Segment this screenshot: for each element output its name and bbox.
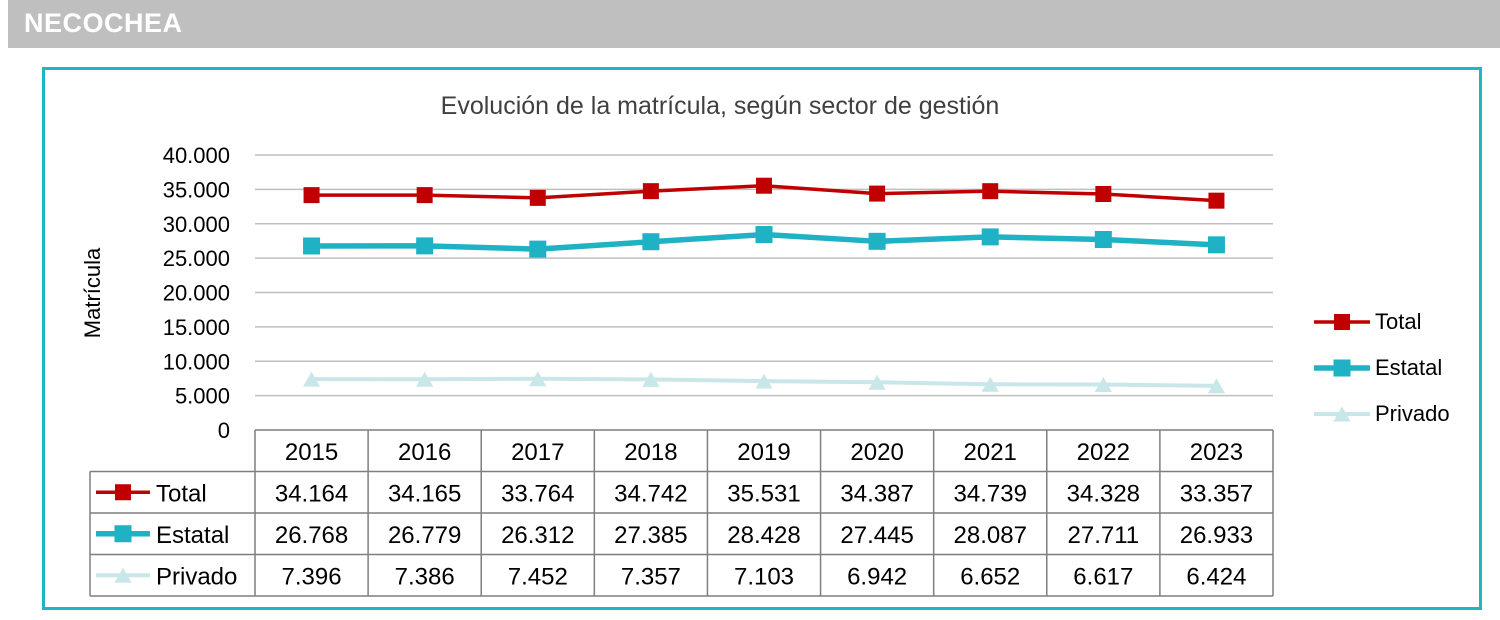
table-series-label: Total (156, 480, 207, 507)
y-axis-label: Matrícula (80, 247, 105, 338)
data-point-privado (755, 373, 773, 389)
data-point-estatal (416, 237, 434, 255)
data-point-total (642, 183, 659, 200)
data-table: 2015 2016 2017 2018 2019 2020 2021 2022 2023 Tota… (89, 429, 1274, 597)
x-tick-label: 2023 (1190, 439, 1243, 466)
y-tick-label: 20.000 (163, 281, 230, 306)
data-point-total (303, 187, 320, 204)
data-label: 34.164 (275, 480, 348, 507)
data-label: 7.103 (734, 563, 794, 590)
data-point-total (416, 187, 433, 204)
data-point-estatal (303, 237, 321, 255)
legend-label: Privado (1375, 401, 1450, 426)
data-label: 7.357 (621, 563, 681, 590)
data-point-total (1208, 192, 1225, 209)
chart-frame (42, 67, 1482, 610)
data-label: 27.711 (1068, 522, 1140, 549)
data-point-estatal (529, 240, 547, 258)
data-label: 34.387 (840, 480, 913, 507)
data-point-privado (1207, 378, 1226, 394)
table-legend-marker (114, 567, 132, 583)
data-label: 34.742 (614, 480, 687, 507)
legend-marker (1333, 359, 1351, 377)
x-tick-label: 2017 (511, 439, 564, 466)
x-tick-label: 2016 (398, 439, 451, 466)
data-label: 6.617 (1073, 563, 1133, 590)
x-tick-label: 2021 (964, 439, 1017, 466)
data-point-estatal (981, 228, 999, 246)
data-point-privado (529, 371, 547, 387)
y-tick-label: 10.000 (163, 349, 230, 374)
data-label: 26.779 (388, 522, 461, 549)
y-tick-label: 35.000 (163, 177, 230, 202)
data-point-estatal (755, 226, 773, 244)
data-label: 27.385 (614, 522, 687, 549)
series-lines (302, 177, 1226, 394)
table-series-label: Privado (156, 563, 237, 590)
data-label: 34.739 (954, 480, 1027, 507)
data-point-estatal (1094, 230, 1112, 248)
y-tick-label: 0 (218, 418, 230, 443)
y-tick-label: 25.000 (163, 246, 230, 271)
data-label: 34.328 (1067, 480, 1140, 507)
data-label: 26.933 (1180, 522, 1253, 549)
x-tick-label: 2018 (624, 439, 677, 466)
data-point-total (869, 185, 886, 202)
data-label: 7.452 (508, 563, 568, 590)
data-label: 6.652 (960, 563, 1020, 590)
data-point-privado (868, 374, 886, 390)
table-legend-marker (115, 484, 131, 501)
data-label: 6.942 (847, 563, 907, 590)
data-label: 7.386 (395, 563, 455, 590)
legend-marker (1333, 406, 1351, 422)
data-label: 6.424 (1186, 563, 1246, 590)
data-label: 34.165 (388, 480, 461, 507)
data-label: 7.396 (282, 563, 342, 590)
legend-marker (1334, 314, 1350, 330)
table-series-label: Estatal (156, 522, 229, 549)
x-tick-label: 2015 (285, 439, 338, 466)
table-legend-marker (114, 525, 132, 543)
y-tick-label: 30.000 (163, 212, 230, 237)
data-label: 26.768 (275, 522, 348, 549)
x-tick-label: 2020 (850, 439, 903, 466)
data-point-estatal (642, 233, 660, 251)
data-point-privado (981, 376, 999, 392)
data-point-privado (1094, 377, 1112, 393)
x-tick-label: 2022 (1077, 439, 1130, 466)
legend-label: Total (1375, 309, 1421, 334)
data-point-total (982, 183, 999, 200)
data-label: 27.445 (840, 522, 913, 549)
legend-label: Estatal (1375, 355, 1442, 380)
legend: Total Estatal Privado (1314, 309, 1450, 426)
data-point-estatal (1207, 236, 1225, 254)
data-label: 33.764 (501, 480, 574, 507)
y-tick-label: 15.000 (163, 315, 230, 340)
header-banner: NECOCHEA (8, 0, 1500, 48)
y-tick-label: 40.000 (163, 143, 230, 168)
data-point-total (756, 177, 772, 194)
data-label: 28.087 (954, 522, 1027, 549)
data-point-total (1095, 185, 1112, 202)
y-tick-label: 5.000 (175, 384, 230, 409)
data-label: 28.428 (727, 522, 800, 549)
data-point-privado (416, 371, 434, 387)
data-label: 35.531 (727, 480, 800, 507)
y-tick-labels: 0 5.000 10.000 15.000 20.000 25.000 30.000 35.0… (163, 143, 230, 443)
data-point-estatal (868, 232, 886, 250)
chart-title: Evolución de la matrícula, según sector … (441, 92, 1000, 120)
data-point-privado (302, 371, 321, 387)
data-label: 33.357 (1180, 480, 1253, 507)
page-title: NECOCHEA (24, 8, 183, 38)
data-point-total (529, 189, 546, 206)
x-tick-label: 2019 (737, 439, 790, 466)
data-label: 26.312 (501, 522, 574, 549)
data-point-privado (642, 371, 660, 387)
